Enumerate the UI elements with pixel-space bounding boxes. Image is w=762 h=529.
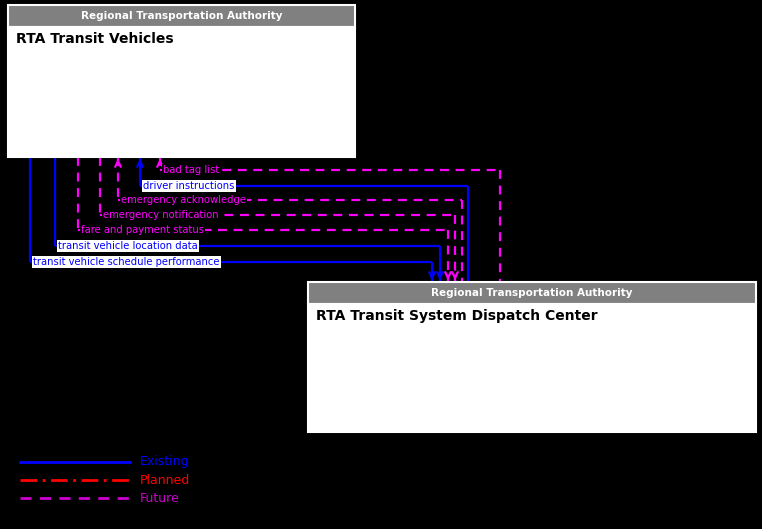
Text: transit vehicle schedule performance: transit vehicle schedule performance [33,257,219,267]
Text: emergency notification: emergency notification [103,210,219,220]
Bar [8,5,355,27]
Text: RTA Transit Vehicles: RTA Transit Vehicles [16,32,174,46]
Text: Existing: Existing [140,455,190,469]
Text: RTA Transit System Dispatch Center: RTA Transit System Dispatch Center [316,309,597,323]
Text: fare and payment status: fare and payment status [81,225,204,235]
Text: driver instructions: driver instructions [143,181,235,191]
Text: Regional Transportation Authority: Regional Transportation Authority [431,288,632,298]
Text: bad tag list: bad tag list [163,165,219,175]
Bar [8,27,355,157]
Text: Future: Future [140,491,180,505]
Text: emergency acknowledge: emergency acknowledge [121,195,246,205]
Text: transit vehicle location data: transit vehicle location data [58,241,198,251]
Bar [308,304,756,432]
Text: Planned: Planned [140,473,190,487]
Text: Regional Transportation Authority: Regional Transportation Authority [81,11,282,21]
Bar [308,282,756,304]
